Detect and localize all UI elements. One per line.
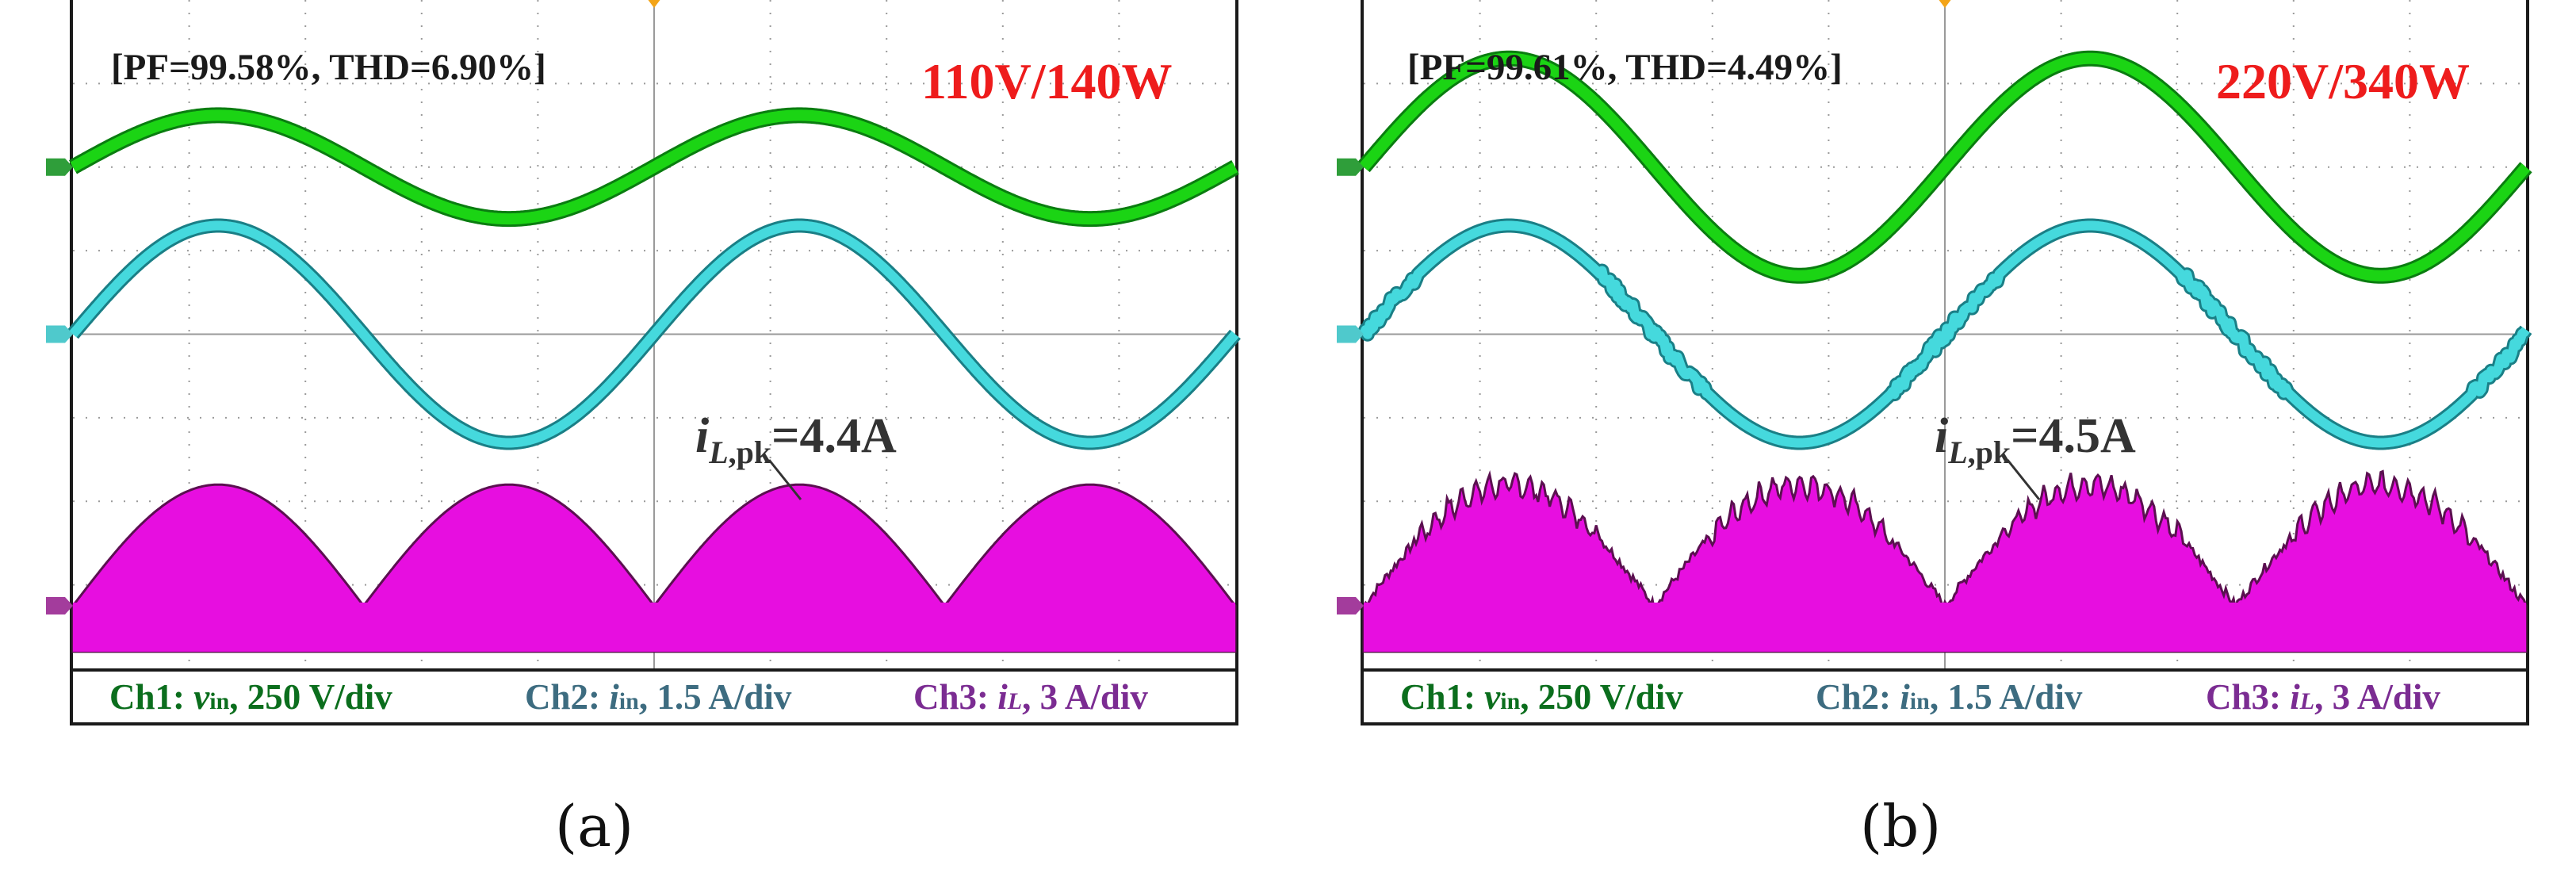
rating-title-b: 220V/340W <box>2216 53 2470 109</box>
legend-bar-a: Ch1: vin, 250 V/div Ch2: iin, 1.5 A/div … <box>73 668 1235 722</box>
ch1-input-voltage-trace <box>69 109 1239 225</box>
ch2-input-current-trace <box>69 220 1239 448</box>
trigger-marker-icon <box>1939 0 1951 8</box>
rating-title-a: 110V/140W <box>921 53 1173 109</box>
legend-ch1-b: Ch1: vin, 250 V/div <box>1400 677 1683 717</box>
caption-b: (b) <box>1860 793 1942 859</box>
ch3-marker-icon <box>1337 596 1364 614</box>
ch1-input-voltage-trace <box>1359 52 2531 281</box>
ch2-marker-icon <box>1337 325 1364 343</box>
peak-annotation-a: iL,pk=4.4A <box>695 409 897 470</box>
legend-ch2-a: Ch2: iin, 1.5 A/div <box>525 677 792 717</box>
legend-ch2-b: Ch2: iin, 1.5 A/div <box>1816 677 2083 717</box>
ch2-marker-icon <box>46 325 73 343</box>
ch1-marker-icon <box>46 158 73 176</box>
scope-plot-a <box>46 0 1242 668</box>
ch2-input-current-trace <box>1359 220 2530 448</box>
ch1-marker-icon <box>1337 158 1364 176</box>
legend-ch3-a: Ch3: iL, 3 A/div <box>913 677 1148 717</box>
ch3-marker-icon <box>46 596 73 614</box>
metrics-label-a: [PF=99.58%, THD=6.90%] <box>111 47 546 88</box>
legend-ch3-b: Ch3: iL, 3 A/div <box>2206 677 2440 717</box>
scope-screen-a: [PF=99.58%, THD=6.90%] 110V/140W iL,pk=4… <box>46 0 1242 725</box>
ch3-ripple-band <box>73 602 1235 652</box>
legend-ch1-a: Ch1: vin, 250 V/div <box>109 677 392 717</box>
panel-a: [PF=99.58%, THD=6.90%] 110V/140W iL,pk=4… <box>46 0 1242 859</box>
legend-bar-b: Ch1: vin, 250 V/div Ch2: iin, 1.5 A/div … <box>1364 668 2526 722</box>
scope-screen-b: [PF=99.61%, THD=4.49%] 220V/340W iL,pk=4… <box>1337 0 2532 725</box>
annotation-leader-line <box>767 459 802 500</box>
peak-annotation-b: iL,pk=4.5A <box>1935 409 2136 470</box>
metrics-label-b: [PF=99.61%, THD=4.49%] <box>1407 47 1843 88</box>
trigger-marker-icon <box>648 0 660 8</box>
caption-a: (a) <box>555 793 634 859</box>
ch3-ripple-band <box>1364 602 2526 652</box>
panel-b: [PF=99.61%, THD=4.49%] 220V/340W iL,pk=4… <box>1288 0 2576 892</box>
annotation-leader-line <box>2006 459 2041 500</box>
scope-plot-b <box>1337 0 2532 668</box>
